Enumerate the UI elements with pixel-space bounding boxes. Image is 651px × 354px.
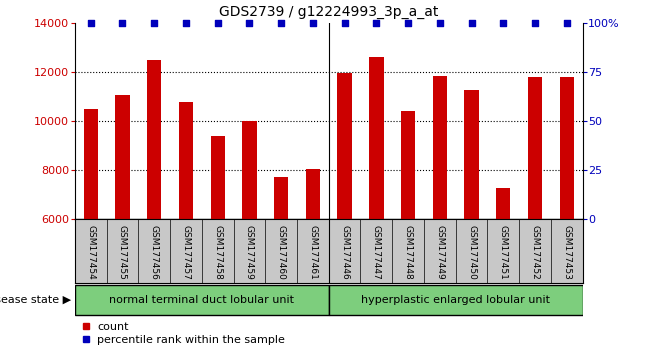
Bar [210, 137, 225, 219]
Text: GSM177455: GSM177455 [118, 224, 127, 279]
Text: GSM177458: GSM177458 [213, 224, 222, 279]
Text: GSM177449: GSM177449 [436, 224, 445, 279]
Text: GSM177454: GSM177454 [86, 224, 95, 279]
Point [371, 20, 381, 26]
Text: GSM177448: GSM177448 [404, 224, 413, 279]
Text: GSM177446: GSM177446 [340, 224, 349, 279]
Point [562, 20, 572, 26]
Text: hyperplastic enlarged lobular unit: hyperplastic enlarged lobular unit [361, 295, 550, 305]
Point [466, 20, 477, 26]
Point [212, 20, 223, 26]
Bar [496, 188, 510, 219]
Bar [433, 76, 447, 219]
Text: GSM177451: GSM177451 [499, 224, 508, 279]
Text: GSM177453: GSM177453 [562, 224, 572, 279]
Text: GSM177460: GSM177460 [277, 224, 286, 279]
Bar [147, 60, 161, 219]
Bar [83, 109, 98, 219]
Text: GSM177456: GSM177456 [150, 224, 159, 279]
Text: GSM177461: GSM177461 [309, 224, 318, 279]
Text: GSM177459: GSM177459 [245, 224, 254, 279]
Point [498, 20, 508, 26]
Bar [464, 90, 478, 219]
Bar [337, 73, 352, 219]
Text: GSM177447: GSM177447 [372, 224, 381, 279]
Text: GSM177457: GSM177457 [182, 224, 191, 279]
Point [403, 20, 413, 26]
Text: normal terminal duct lobular unit: normal terminal duct lobular unit [109, 295, 294, 305]
Bar [75, 285, 329, 315]
Text: disease state ▶: disease state ▶ [0, 295, 72, 305]
Text: GSM177450: GSM177450 [467, 224, 476, 279]
Text: GSM177452: GSM177452 [531, 224, 540, 279]
Bar [560, 77, 574, 219]
Bar [528, 76, 542, 219]
Bar [179, 102, 193, 219]
Bar [115, 96, 130, 219]
Point [149, 20, 159, 26]
Bar [329, 285, 583, 315]
Legend: count, percentile rank within the sample: count, percentile rank within the sample [81, 322, 285, 344]
Bar [306, 169, 320, 219]
Point [244, 20, 255, 26]
Bar [369, 57, 383, 219]
Point [85, 20, 96, 26]
Point [435, 20, 445, 26]
Point [276, 20, 286, 26]
Title: GDS2739 / g12224993_3p_a_at: GDS2739 / g12224993_3p_a_at [219, 5, 438, 19]
Point [181, 20, 191, 26]
Point [117, 20, 128, 26]
Point [339, 20, 350, 26]
Point [530, 20, 540, 26]
Bar [274, 177, 288, 219]
Bar [401, 111, 415, 219]
Point [308, 20, 318, 26]
Bar [242, 121, 256, 219]
